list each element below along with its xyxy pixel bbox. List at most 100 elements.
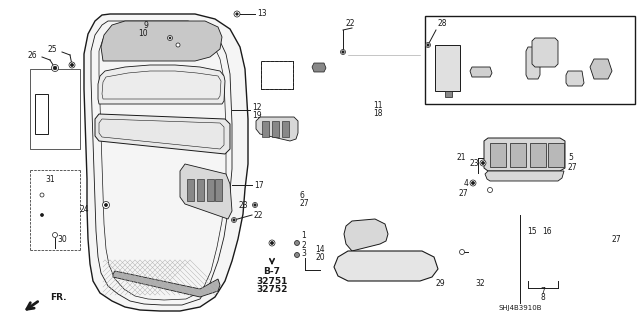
Polygon shape	[113, 271, 220, 297]
Circle shape	[480, 160, 486, 166]
Text: 26: 26	[28, 50, 37, 60]
Text: 30: 30	[57, 235, 67, 244]
Polygon shape	[590, 59, 612, 79]
Text: 21: 21	[456, 153, 466, 162]
Circle shape	[253, 203, 257, 207]
Circle shape	[470, 180, 476, 186]
Circle shape	[294, 241, 300, 246]
Text: 13: 13	[257, 10, 267, 19]
Text: B-7: B-7	[264, 268, 280, 277]
Text: SHJ4B3910B: SHJ4B3910B	[499, 305, 541, 311]
Circle shape	[168, 35, 173, 41]
Polygon shape	[566, 71, 584, 86]
Circle shape	[427, 44, 429, 46]
Polygon shape	[256, 117, 298, 141]
Polygon shape	[344, 219, 388, 251]
Circle shape	[176, 43, 180, 47]
Polygon shape	[334, 251, 438, 281]
Text: 5: 5	[568, 153, 573, 162]
Polygon shape	[282, 121, 289, 137]
Polygon shape	[470, 67, 492, 77]
Polygon shape	[262, 121, 269, 137]
Polygon shape	[95, 114, 230, 154]
Text: 29: 29	[435, 278, 445, 287]
Text: 6: 6	[300, 191, 305, 201]
Circle shape	[234, 11, 240, 17]
Text: 9: 9	[143, 21, 148, 31]
Text: 10: 10	[138, 28, 148, 38]
Circle shape	[40, 213, 44, 217]
Polygon shape	[532, 38, 558, 67]
Polygon shape	[207, 179, 214, 201]
Text: 11: 11	[373, 100, 383, 109]
Polygon shape	[530, 143, 546, 167]
Circle shape	[51, 64, 58, 71]
Polygon shape	[490, 143, 506, 167]
Text: 32752: 32752	[256, 286, 288, 294]
Circle shape	[52, 233, 58, 238]
Circle shape	[254, 204, 256, 206]
Text: 12: 12	[252, 103, 262, 113]
Text: 20: 20	[315, 254, 324, 263]
Polygon shape	[312, 63, 326, 72]
Circle shape	[40, 193, 44, 197]
Polygon shape	[187, 179, 194, 201]
Circle shape	[460, 249, 465, 255]
Text: 2: 2	[301, 241, 306, 249]
Polygon shape	[197, 179, 204, 201]
Polygon shape	[526, 47, 540, 79]
Text: 23: 23	[469, 159, 479, 167]
Text: 1: 1	[301, 231, 306, 240]
Circle shape	[169, 37, 171, 39]
Text: 23: 23	[238, 201, 248, 210]
Circle shape	[102, 202, 109, 209]
Circle shape	[236, 13, 238, 15]
Polygon shape	[98, 65, 225, 104]
Text: 27: 27	[300, 199, 310, 209]
Text: 14: 14	[315, 244, 324, 254]
Text: FR.: FR.	[50, 293, 67, 302]
Circle shape	[426, 42, 431, 48]
Circle shape	[488, 188, 493, 192]
Polygon shape	[484, 138, 565, 171]
Text: 24: 24	[79, 205, 89, 214]
Circle shape	[481, 161, 484, 165]
Text: 8: 8	[541, 293, 545, 302]
Polygon shape	[435, 45, 460, 91]
Text: 22: 22	[345, 19, 355, 28]
Text: 31: 31	[45, 175, 55, 184]
Circle shape	[340, 49, 346, 55]
Polygon shape	[101, 21, 222, 61]
Circle shape	[232, 218, 237, 222]
Text: 28: 28	[438, 19, 447, 28]
Text: 27: 27	[458, 189, 468, 197]
Circle shape	[70, 63, 74, 66]
Text: 16: 16	[542, 227, 552, 236]
Text: 7: 7	[541, 287, 545, 296]
Polygon shape	[84, 14, 248, 311]
Polygon shape	[215, 179, 222, 201]
Text: 22: 22	[254, 211, 264, 219]
Circle shape	[294, 253, 300, 257]
Text: 18: 18	[373, 108, 383, 117]
Text: 4: 4	[463, 179, 468, 188]
Circle shape	[472, 182, 474, 184]
Text: 25: 25	[47, 46, 57, 55]
Circle shape	[342, 51, 344, 53]
Circle shape	[269, 240, 275, 246]
Circle shape	[271, 241, 273, 244]
Text: 15: 15	[527, 227, 536, 236]
Polygon shape	[272, 121, 279, 137]
Text: 17: 17	[254, 181, 264, 189]
Text: 32751: 32751	[256, 277, 288, 286]
Polygon shape	[485, 171, 564, 181]
Text: 19: 19	[252, 112, 262, 121]
Circle shape	[233, 219, 236, 221]
Text: 27: 27	[612, 235, 621, 244]
Text: 3: 3	[301, 249, 306, 258]
Polygon shape	[180, 164, 232, 219]
Text: 27: 27	[568, 164, 578, 173]
Polygon shape	[510, 143, 526, 167]
Circle shape	[104, 204, 108, 206]
Polygon shape	[445, 91, 452, 97]
